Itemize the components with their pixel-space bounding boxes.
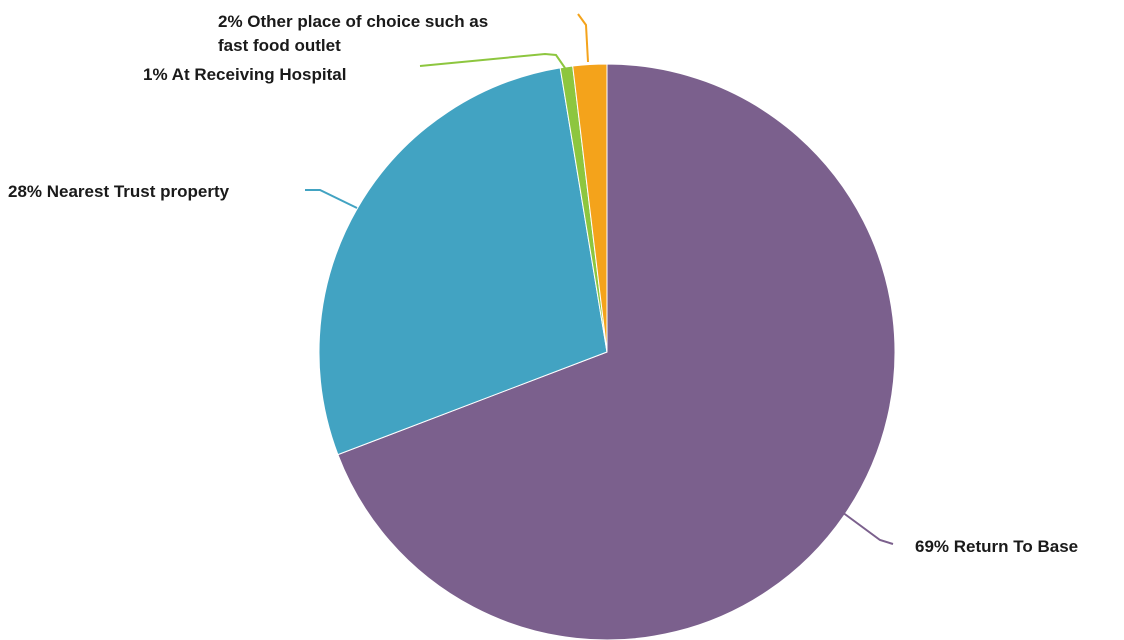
pie-slices (318, 63, 896, 640)
pie-slice-other-place-of-choice-such-as-fast-food-outlet (572, 63, 608, 353)
slice-label-line: 2% Other place of choice such as (218, 12, 488, 31)
slice-label-line: 28% Nearest Trust property (8, 182, 230, 201)
slice-label-line: fast food outlet (218, 36, 341, 55)
slice-labels: 69% Return To Base 28% Nearest Trust prop… (8, 12, 1078, 556)
leader-line (841, 511, 894, 545)
slice-label-line: 1% At Receiving Hospital (143, 65, 346, 84)
slice-label: 1% At Receiving Hospital (143, 65, 346, 84)
leader-line (305, 189, 358, 209)
leader-lines (305, 13, 894, 545)
slice-label: 69% Return To Base (915, 537, 1078, 556)
slice-label: 28% Nearest Trust property (8, 182, 230, 201)
slice-label-line: 69% Return To Base (915, 537, 1078, 556)
leader-line (577, 13, 589, 63)
leader-line (419, 52, 566, 69)
slice-label: 2% Other place of choice such as fast foo… (218, 12, 488, 55)
pie-slice-nearest-trust-property (318, 67, 608, 456)
pie-slice-return-to-base (337, 63, 896, 640)
